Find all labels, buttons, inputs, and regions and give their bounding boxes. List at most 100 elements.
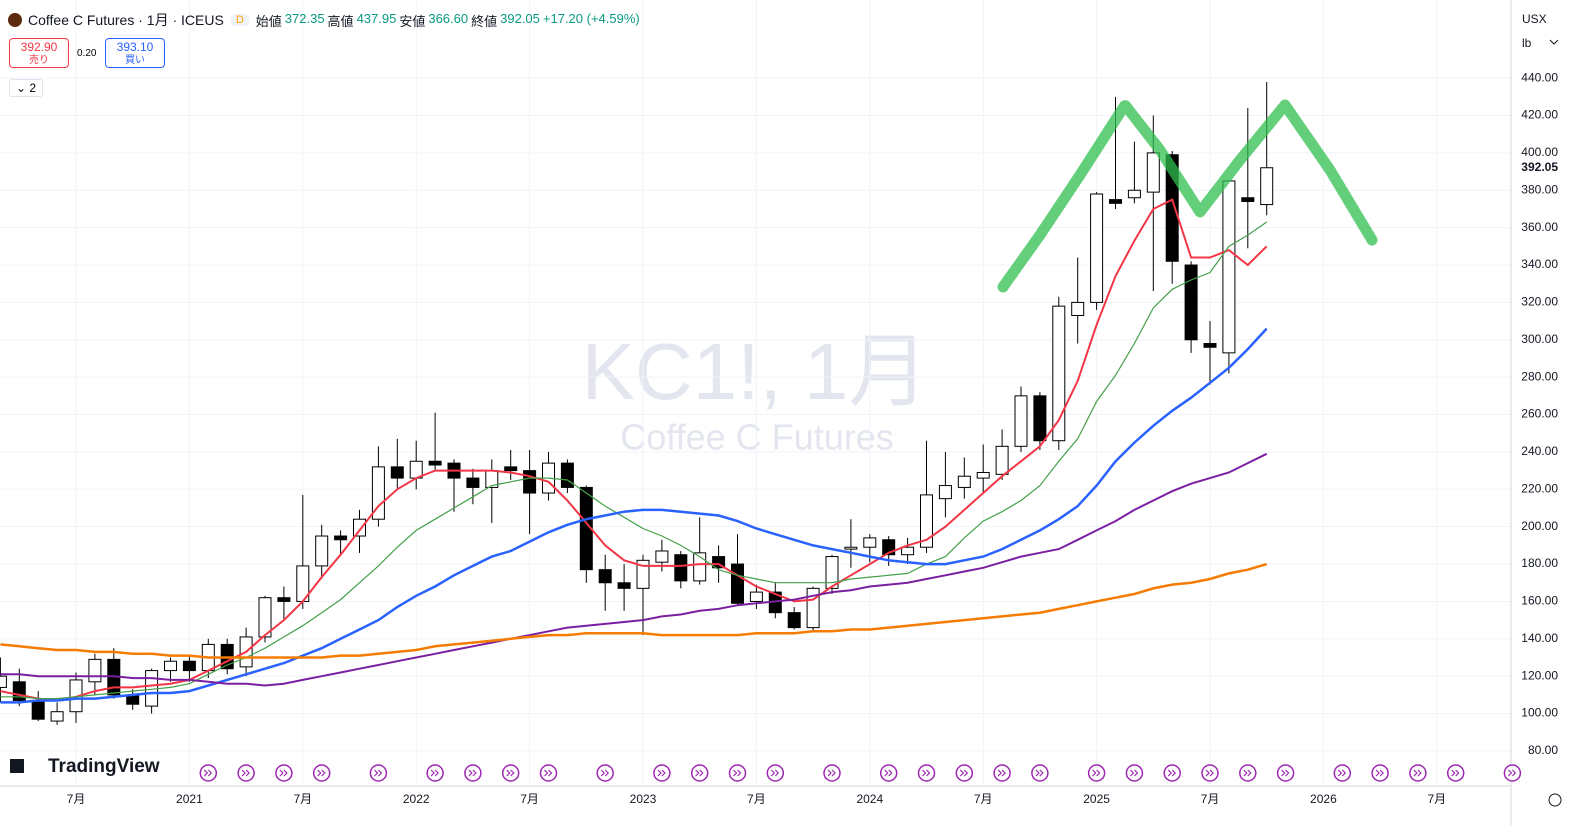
event-marker[interactable] <box>653 764 671 782</box>
label: 高値 <box>327 13 354 29</box>
event-marker[interactable] <box>917 764 936 782</box>
event-marker[interactable] <box>955 764 974 782</box>
moving-average <box>0 221 1268 700</box>
candle-body <box>315 535 329 567</box>
candle-body <box>1109 199 1122 204</box>
event-marker[interactable] <box>1031 764 1049 782</box>
x-tick-label: 2021 <box>176 792 203 806</box>
event-marker[interactable] <box>426 764 444 782</box>
event-icon <box>1031 764 1049 782</box>
event-icon-arrow <box>1507 769 1517 777</box>
event-marker[interactable] <box>1409 764 1427 782</box>
indicators-toggle[interactable]: ⌄ 2 <box>9 79 44 97</box>
event-icon-arrow <box>770 769 780 777</box>
x-tick-label: 2023 <box>630 792 657 806</box>
candle-body <box>0 675 7 688</box>
event-marker[interactable] <box>237 764 255 782</box>
event-marker[interactable] <box>823 764 841 782</box>
event-icon <box>237 764 255 782</box>
candle-body <box>1127 189 1141 199</box>
label: 安値 <box>399 13 426 29</box>
change: +17.20 (+4.59%) <box>542 10 640 26</box>
event-marker[interactable] <box>1125 764 1144 782</box>
event-marker[interactable] <box>312 764 331 782</box>
x-tick-label: 2025 <box>1083 792 1110 806</box>
event-icon-arrow <box>1451 769 1460 777</box>
event-icon-arrow <box>468 769 477 777</box>
event-marker[interactable] <box>1276 764 1295 782</box>
candle-body <box>844 546 858 550</box>
candle-body <box>598 569 612 584</box>
event-marker[interactable] <box>596 764 614 782</box>
last-price-label: 392.05 <box>1521 160 1558 174</box>
event-icon-arrow <box>1129 769 1139 777</box>
candle-body <box>825 556 839 589</box>
event-icon-arrow <box>1167 769 1177 777</box>
event-marker[interactable] <box>1503 764 1522 782</box>
y-tick-label: 280.00 <box>1521 369 1558 383</box>
event-marker[interactable] <box>728 764 747 782</box>
candle-body <box>1146 152 1160 193</box>
y-tick-label: 180.00 <box>1521 556 1558 570</box>
event-icon-arrow <box>317 769 326 777</box>
candle-body <box>504 466 518 472</box>
event-icon <box>823 764 841 782</box>
event-marker[interactable] <box>879 764 898 782</box>
sell-button[interactable]: 392.90 売り <box>9 38 69 68</box>
event-marker[interactable] <box>1239 764 1257 782</box>
event-marker[interactable] <box>199 764 218 782</box>
event-marker[interactable] <box>766 764 785 782</box>
event-marker[interactable] <box>690 764 709 782</box>
candle-body <box>787 612 801 629</box>
symbol[interactable]: Coffee C Futures · 1月 · ICEUS <box>28 12 224 28</box>
candle-body <box>1203 343 1217 348</box>
settings-icon[interactable] <box>1548 793 1562 807</box>
currency: USX <box>1522 12 1547 26</box>
event-icon <box>539 764 558 782</box>
x-tick-label: 7月 <box>1427 792 1446 806</box>
candle-body <box>1033 395 1047 442</box>
event-icon-arrow <box>733 769 742 777</box>
candle-body <box>523 470 537 494</box>
event-icon <box>1125 764 1144 782</box>
candle-body <box>731 563 744 604</box>
x-tick-label: 7月 <box>974 792 993 806</box>
y-tick-label: 420.00 <box>1521 108 1558 122</box>
candle-body <box>1052 305 1066 442</box>
event-marker[interactable] <box>1333 764 1352 782</box>
event-icon-arrow <box>544 769 553 777</box>
event-icon <box>728 764 747 782</box>
event-icon-arrow <box>1205 769 1214 777</box>
y-tick-label: 380.00 <box>1521 182 1558 196</box>
event-marker[interactable] <box>1163 764 1181 782</box>
candle-body <box>712 556 726 569</box>
candle-body <box>920 494 933 548</box>
value: 366.60 <box>428 10 469 26</box>
event-icon-arrow <box>1243 769 1252 777</box>
event-icon <box>917 764 936 782</box>
event-marker[interactable] <box>275 764 293 782</box>
x-tick-label: 2024 <box>856 792 883 806</box>
event-marker[interactable] <box>1087 764 1106 782</box>
event-marker[interactable] <box>539 764 558 782</box>
y-tick-label: 360.00 <box>1521 220 1558 234</box>
event-icon <box>1087 764 1106 782</box>
event-marker[interactable] <box>993 764 1011 782</box>
unit-caret[interactable] <box>1549 39 1559 45</box>
event-marker[interactable] <box>464 764 482 782</box>
candle-body <box>1260 167 1274 206</box>
event-icon <box>312 764 331 782</box>
event-marker[interactable] <box>1201 764 1219 782</box>
buy-button[interactable]: 393.10 買い <box>105 38 165 68</box>
event-icon-arrow <box>1375 769 1384 777</box>
event-marker[interactable] <box>1371 764 1389 782</box>
event-icon <box>1409 764 1427 782</box>
event-marker[interactable] <box>1446 764 1465 782</box>
event-marker[interactable] <box>369 764 388 782</box>
y-tick-label: 340.00 <box>1521 257 1558 271</box>
y-tick-label: 100.00 <box>1521 706 1558 720</box>
x-tick-label: 7月 <box>520 792 539 806</box>
event-marker[interactable] <box>501 764 520 782</box>
watermark-sub: Coffee C Futures <box>620 417 893 458</box>
